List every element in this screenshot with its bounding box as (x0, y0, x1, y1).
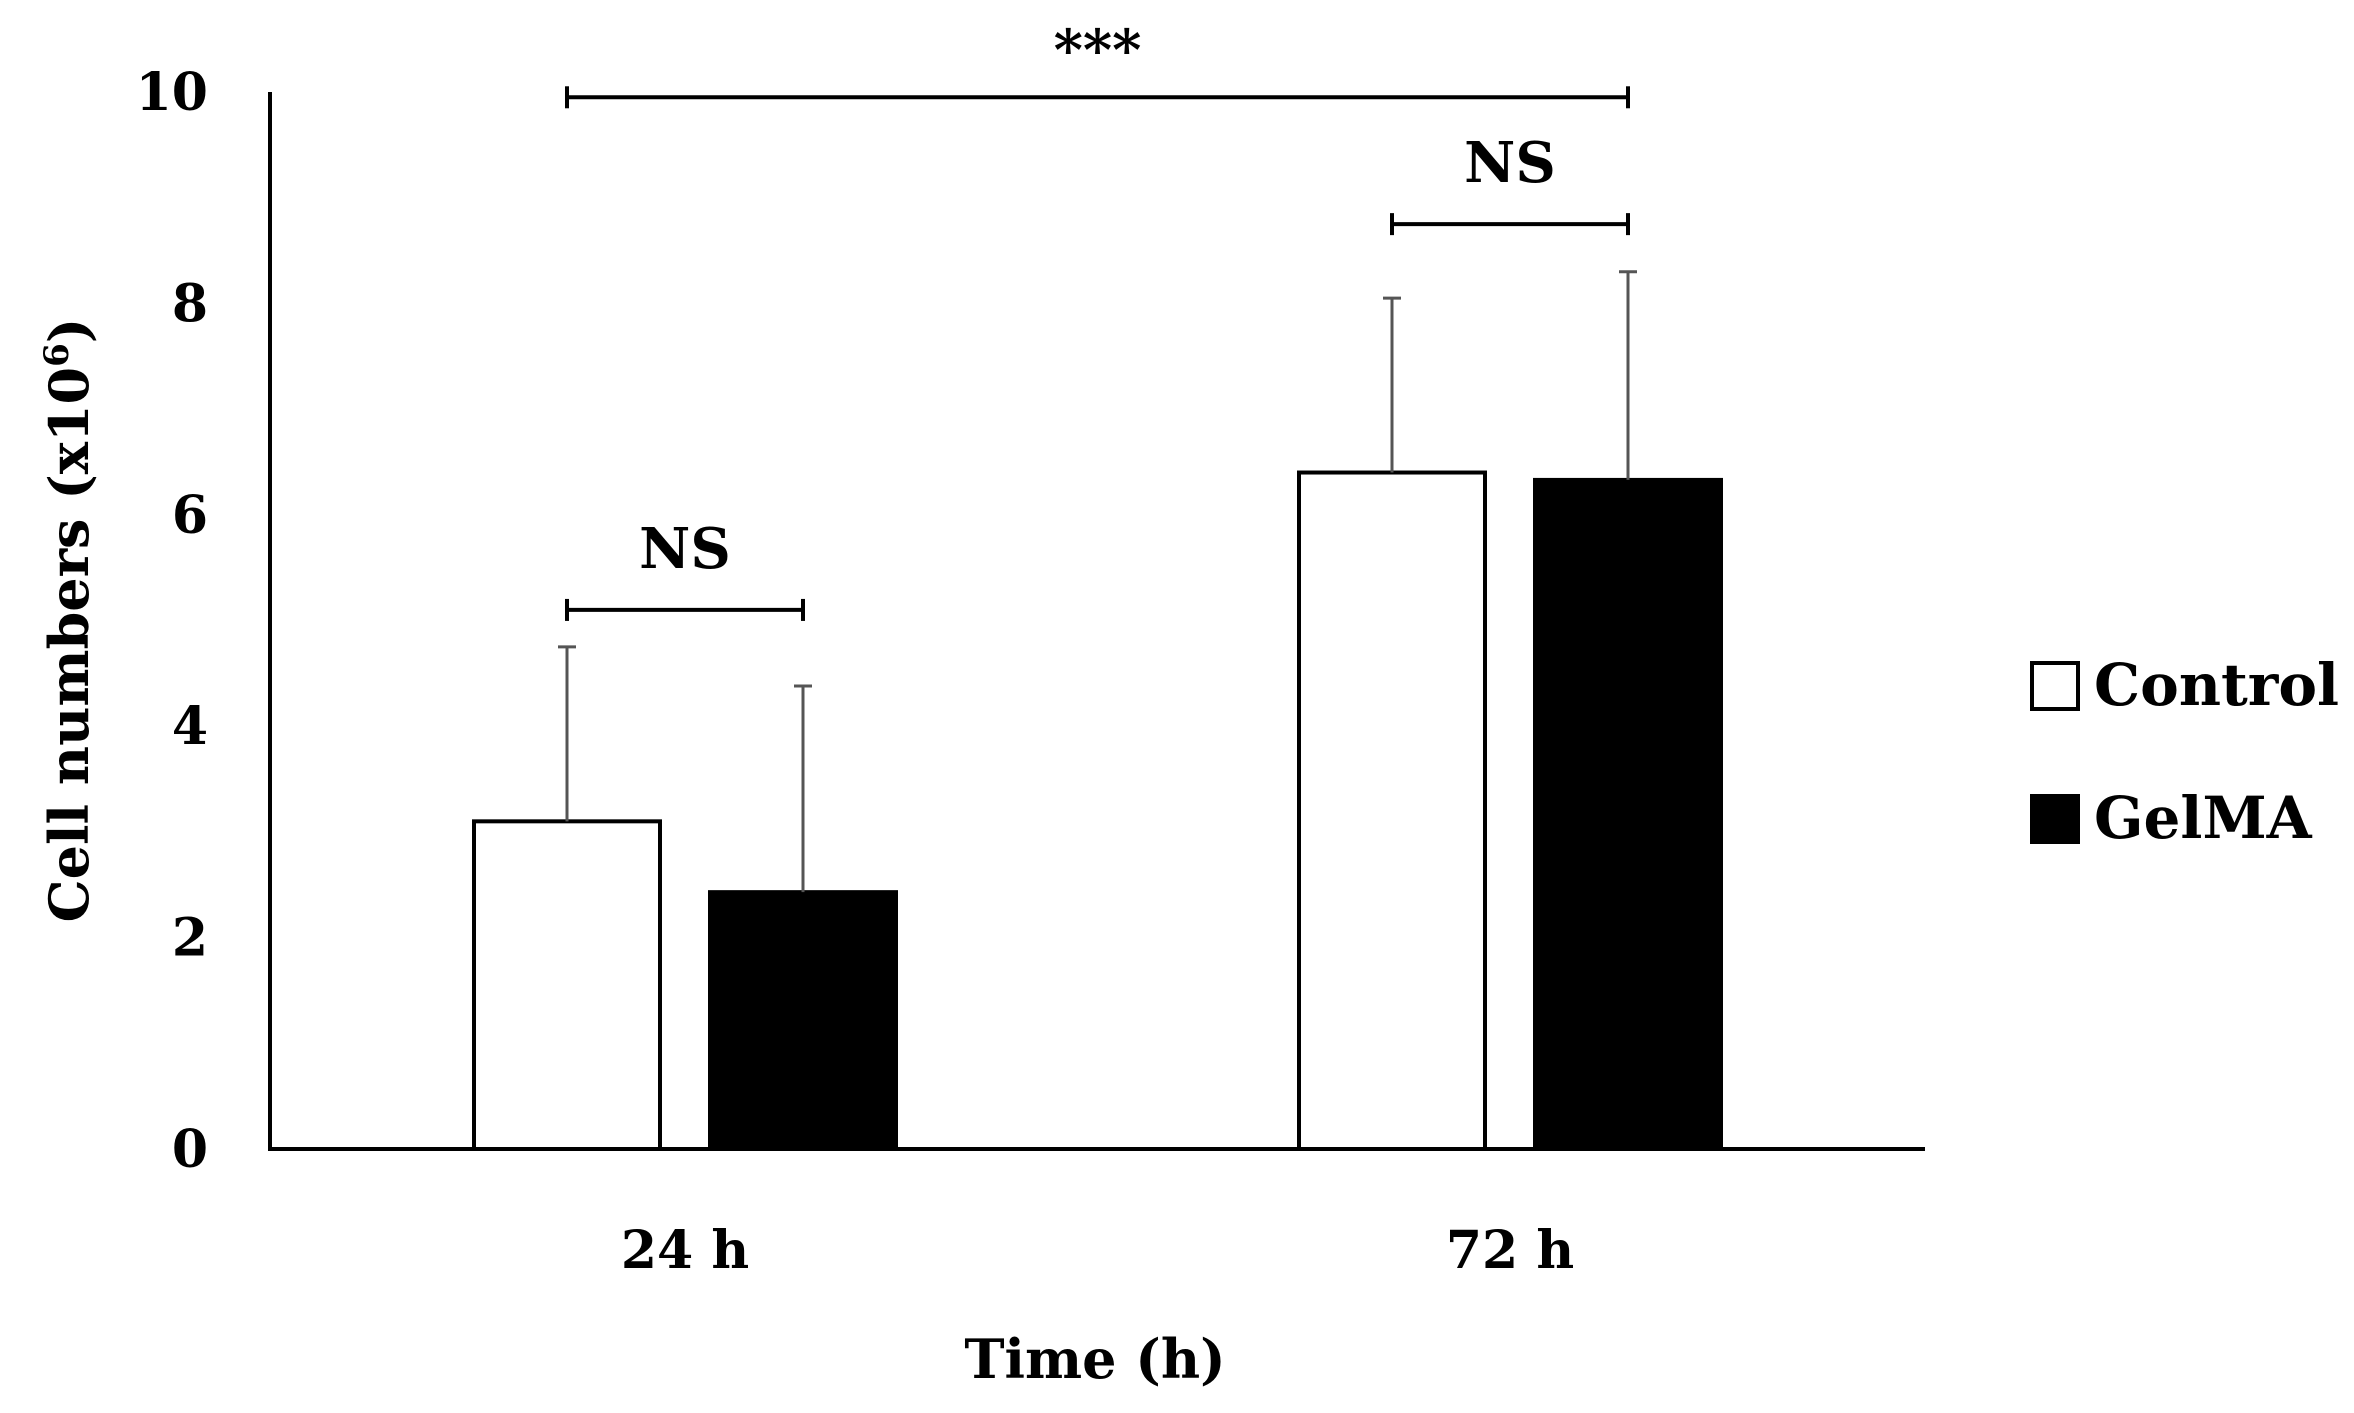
y-axis-title-superscript: 6 (37, 343, 77, 367)
error-bar-gelma-0 (794, 684, 812, 893)
x-tick-label-1: 72 h (1446, 1220, 1574, 1281)
error-bar-control-1 (1383, 296, 1401, 473)
bars (472, 470, 1723, 1152)
bar-gelma-1 (1533, 477, 1723, 1151)
legend-label-control: Control (2094, 651, 2339, 719)
x-tick-labels: 24 h 72 h (621, 1220, 1574, 1281)
y-tick-label-2: 4 (172, 696, 208, 757)
legend-label-gelma: GelMA (2094, 784, 2313, 852)
y-axis-title-suffix: ) (37, 318, 101, 344)
x-tick-label-0: 24 h (621, 1220, 749, 1281)
significance-bracket-2: *** (565, 17, 1630, 109)
legend-swatch-control (2030, 661, 2080, 711)
bar-gelma-0 (708, 890, 898, 1151)
error-bar-control-0 (558, 645, 576, 822)
y-axis-title-main: Cell numbers (x10 (37, 367, 101, 922)
y-tick-label-5: 10 (136, 62, 208, 123)
legend-entry-gelma: GelMA (2030, 784, 2313, 852)
axes (268, 92, 1925, 1151)
significance-brackets: NS NS *** (565, 17, 1630, 621)
x-axis-title: Time (h) (964, 1327, 1225, 1391)
legend-swatch-gelma (2030, 794, 2080, 844)
y-tick-labels: 0 2 4 6 8 10 (136, 62, 208, 1180)
error-bar-gelma-1 (1619, 270, 1637, 480)
y-tick-label-3: 6 (172, 485, 208, 546)
legend: Control GelMA (2030, 651, 2339, 852)
y-tick-label-4: 8 (172, 273, 208, 334)
significance-label-2: *** (1054, 17, 1142, 83)
error-bars (558, 270, 1637, 893)
bar-control-0 (472, 819, 662, 1152)
significance-bracket-0: NS (565, 516, 805, 621)
significance-label-0: NS (639, 516, 731, 582)
bar-control-1 (1297, 470, 1487, 1151)
y-tick-label-0: 0 (172, 1119, 208, 1180)
significance-label-1: NS (1464, 130, 1556, 196)
y-axis-title: Cell numbers (x106) (37, 318, 101, 923)
y-tick-label-1: 2 (172, 908, 208, 969)
significance-bracket-1: NS (1390, 130, 1630, 236)
legend-entry-control: Control (2030, 651, 2339, 719)
